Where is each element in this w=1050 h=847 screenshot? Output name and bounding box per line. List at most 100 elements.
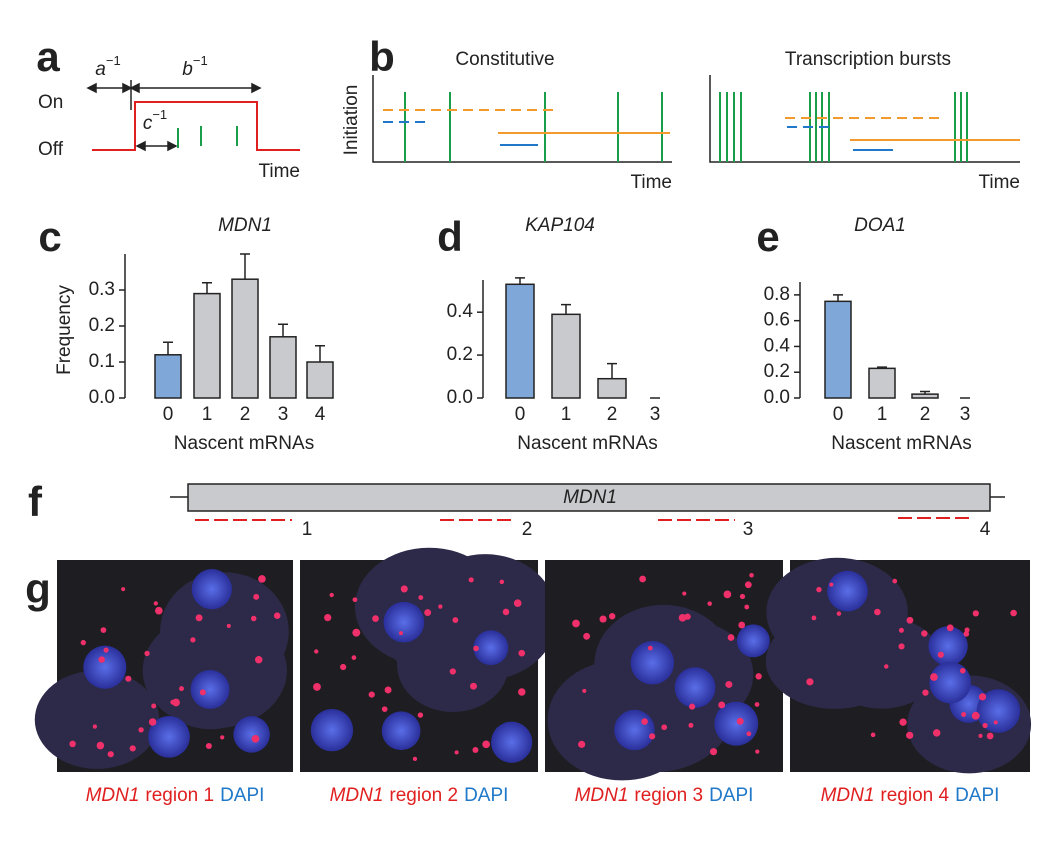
y-tick-label: 0.4 [764,335,791,356]
mrna-spot [829,582,834,587]
mrna-spot [661,724,668,731]
x-axis-label: Time [978,172,1020,193]
panel-label: d [437,213,463,260]
y-tick-label: 0.0 [447,387,473,408]
nucleus [491,721,533,763]
mrna-spot [744,604,750,610]
mrna-spot [482,740,490,749]
mrna-spot [329,592,334,598]
error-bar [315,345,325,362]
x-tick-label: 2 [920,404,931,425]
mrna-spot [148,718,157,726]
bar [824,300,852,399]
x-tick-label: 0 [163,404,174,425]
mrna-spot [874,608,881,616]
mrna-spot [121,587,126,592]
y-tick-label: 0.6 [764,310,790,331]
panel-label: a [36,33,60,80]
mrna-spot [251,734,260,743]
mrna-spot [639,575,647,583]
mrna-spot [470,682,477,690]
mrna-spot [641,718,648,725]
mrna-spot [739,593,746,600]
mrna-spot [499,579,505,585]
mrna-spot [473,645,479,652]
x-axis-label: Nascent mRNAs [517,433,657,454]
caption-gene: MDN1 [575,785,629,806]
cell [34,670,160,769]
y-tick-label: 0.0 [89,387,115,408]
initiations [177,126,238,148]
x-tick-label: 0 [515,404,526,425]
mrna-spot [352,597,358,603]
nucleus [148,715,190,758]
nucleus [736,624,770,658]
x-axis-label: Time [630,172,672,193]
chart-title: MDN1 [218,215,272,236]
error-bar [202,282,212,294]
nucleus [614,709,655,751]
bar [306,361,334,399]
mrna-spot [971,711,980,720]
mrna-spot [96,741,105,750]
mrna-spot [993,720,998,725]
mrna-spot [513,599,522,608]
mrna-spot [313,683,321,691]
mrna-spot [412,756,418,762]
plot-title: Transcription bursts [785,49,951,70]
mrna-spot [978,733,983,738]
region-label: 2 [522,519,533,540]
x-tick-label: 1 [877,404,888,425]
nucleus [674,667,716,708]
panel-label: b [369,33,395,80]
mrna-spot [892,578,898,584]
on-label: On [38,92,63,113]
x-tick-label: 3 [960,404,971,425]
mrna-spot [906,731,914,739]
panel-label: f [28,478,43,525]
axes [372,75,1020,163]
error-bar [240,253,250,280]
mrna-spot [472,747,479,753]
mrna-spot [959,667,966,674]
mrna-spot [755,673,762,680]
bar [911,393,939,399]
nucleus [190,669,230,709]
y-tick-label: 0.2 [764,361,790,382]
mrna-spot [982,722,988,729]
mrna-spot [468,577,474,583]
mrna-spot [502,608,510,616]
mrna-spot [253,593,260,600]
nucleus [233,716,270,753]
mrna-spot [744,581,752,589]
mrna-spot [649,733,656,740]
bar [154,354,182,399]
mrna-spot [80,639,86,646]
y-tick-label: 0.4 [447,301,474,322]
caption-stain: DAPI [220,785,264,806]
nucleus [383,601,425,643]
mrna-spot [352,628,361,637]
mrna-spot [963,631,970,637]
mrna-spot [324,613,332,622]
mrna-spot [816,586,822,593]
mrna-spot [518,649,526,657]
mrna-spot [1010,609,1017,617]
mrna-spot [578,740,586,748]
mrna-spot [255,655,263,664]
mrna-spot [205,742,212,750]
time-label: Time [258,161,300,182]
bar [269,336,297,399]
nucleus [381,711,421,751]
mrna-spot [179,686,184,692]
bar [597,377,627,399]
mrna-spot [836,611,842,616]
mrna-spot [258,575,266,583]
mrna-spot [107,751,114,758]
region-label: 1 [302,519,313,540]
panel-label: c [38,213,61,260]
mrna-spot [153,601,158,606]
gene-name: MDN1 [563,487,617,508]
y-axis-label: Initiation [341,85,362,156]
